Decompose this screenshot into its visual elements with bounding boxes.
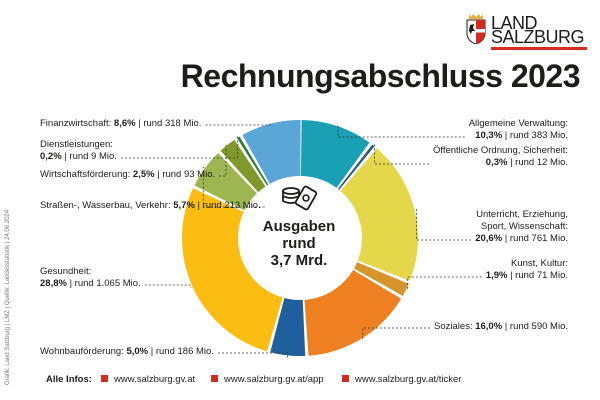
leader-line-10 bbox=[205, 121, 271, 126]
slice-name: Dienstleistungen: bbox=[40, 139, 113, 150]
center-line-2: rund bbox=[282, 235, 316, 252]
donut-slice-9 bbox=[237, 136, 269, 186]
slice-label-8: Wirtschaftsförderung: 2,5% | rund 93 Mio… bbox=[40, 169, 215, 181]
slice-amount: | rund 761 Mio. bbox=[502, 233, 568, 244]
slice-name: Allgemeine Verwaltung: bbox=[468, 118, 568, 129]
link-bullet-icon bbox=[101, 375, 108, 382]
footer-link-ticker-text: www.salzburg.gv.at/ticker bbox=[355, 374, 462, 385]
slice-name: Öffentliche Ordnung, Sicherheit: bbox=[432, 145, 568, 156]
slice-amount: | rund 12 Mio. bbox=[507, 157, 568, 168]
slice-percent: 5,7% bbox=[173, 200, 195, 211]
leader-line-7 bbox=[202, 167, 265, 208]
slice-percent: 20,6% bbox=[475, 233, 503, 244]
slice-name: Kunst, Kultur: bbox=[510, 258, 568, 269]
donut-slice-3 bbox=[354, 262, 409, 296]
slice-percent: 16,0% bbox=[475, 321, 503, 332]
salzburg-crest-icon bbox=[466, 14, 486, 44]
slice-label-4: Soziales: 16,0% | rund 590 Mio. bbox=[434, 321, 568, 333]
slice-name: Sport, Wissenschaft: bbox=[480, 221, 568, 232]
footer-title: Alle Infos: bbox=[46, 374, 92, 385]
slice-label-2: Unterricht, Erziehung, Sport, Wissenschaf… bbox=[475, 209, 568, 245]
slice-percent: 2,5% bbox=[132, 169, 155, 180]
slice-percent: 8,6% bbox=[113, 118, 136, 129]
leader-line-3 bbox=[407, 276, 482, 291]
slice-label-7: Straßen-, Wasserbau, Verkehr: 5,7% | run… bbox=[40, 200, 261, 212]
slice-name: Gesundheit: bbox=[40, 266, 92, 277]
donut-slice-4 bbox=[304, 269, 402, 356]
slice-name: Wohnbauförderung: bbox=[40, 346, 127, 357]
slice-amount: | rund 318 Mio. bbox=[135, 118, 202, 129]
leader-line-8 bbox=[219, 143, 227, 177]
donut-slice-6 bbox=[182, 188, 283, 352]
slice-label-3: Kunst, Kultur: 1,9% | rund 71 Mio. bbox=[486, 258, 568, 282]
land-salzburg-logo: LAND SALZBURG bbox=[466, 14, 596, 56]
source-credit: Grafik: Land Salzburg | LMZ | Quelle: La… bbox=[5, 209, 11, 385]
coins-and-banknote-icon bbox=[282, 185, 318, 211]
footer-link-ticker[interactable]: www.salzburg.gv.at/ticker bbox=[342, 374, 461, 385]
slice-name: Finanzwirtschaft: bbox=[40, 118, 114, 129]
donut-slice-10 bbox=[242, 120, 301, 184]
leader-line-6 bbox=[144, 284, 192, 288]
slice-amount: | rund 213 Mio. bbox=[194, 200, 261, 211]
slice-name: Unterricht, Erziehung, bbox=[476, 209, 568, 220]
donut-slice-7 bbox=[194, 153, 257, 211]
slice-name: Soziales: bbox=[434, 321, 476, 332]
slice-label-6: Gesundheit: 28,8% | rund 1.065 Mio. bbox=[40, 266, 141, 290]
logo-line-1: LAND bbox=[491, 13, 538, 33]
slice-label-9: Dienstleistungen: 0,2% | rund 9 Mio. bbox=[40, 139, 117, 163]
donut-slice-5 bbox=[270, 297, 306, 357]
leader-line-9 bbox=[120, 135, 238, 159]
footer-link-app-text: www.salzburg.gv.at/app bbox=[224, 374, 324, 385]
donut-slice-2 bbox=[340, 148, 418, 281]
slice-label-0: Allgemeine Verwaltung: 10,3% | rund 383 M… bbox=[469, 118, 568, 142]
slice-amount: | rund 9 Mio. bbox=[61, 151, 117, 162]
slice-amount: | rund 71 Mio. bbox=[507, 270, 568, 281]
slice-label-10: Finanzwirtschaft: 8,6% | rund 318 Mio. bbox=[40, 118, 201, 130]
donut-slice-8 bbox=[220, 139, 266, 193]
link-bullet-icon bbox=[342, 375, 349, 382]
slice-name: Wirtschaftsförderung: bbox=[40, 169, 133, 180]
logo-line-2: SALZBURG bbox=[491, 27, 585, 47]
leader-line-2 bbox=[416, 208, 472, 241]
slice-name: Straßen-, Wasserbau, Verkehr: bbox=[40, 200, 174, 211]
slice-amount: | rund 590 Mio. bbox=[502, 321, 568, 332]
slice-percent: 28,8% bbox=[40, 278, 67, 289]
center-line-3: 3,7 Mrd. bbox=[270, 252, 328, 269]
slice-amount: | rund 93 Mio. bbox=[154, 169, 216, 180]
slice-amount: | rund 1.065 Mio. bbox=[66, 278, 141, 289]
slice-label-5: Wohnbauförderung: 5,0% | rund 186 Mio. bbox=[40, 346, 214, 358]
slice-percent: 0,2% bbox=[40, 151, 62, 162]
footer-link-web-text: www.salzburg.gv.at bbox=[114, 374, 196, 385]
slice-amount: | rund 383 Mio. bbox=[502, 130, 568, 141]
center-line-1: Ausgaben bbox=[262, 218, 336, 235]
slice-label-1: Öffentliche Ordnung, Sicherheit: 0,3% | r… bbox=[433, 145, 568, 169]
slice-percent: 10,3% bbox=[475, 130, 503, 141]
link-bullet-icon bbox=[211, 375, 218, 382]
leader-line-5 bbox=[217, 352, 288, 358]
footer-link-app[interactable]: www.salzburg.gv.at/app bbox=[211, 374, 324, 385]
chart-title: Rechnungsabschluss 2023 bbox=[180, 58, 581, 94]
slice-percent: 1,9% bbox=[485, 270, 508, 281]
slice-percent: 0,3% bbox=[485, 157, 508, 168]
footer-link-web[interactable]: www.salzburg.gv.at bbox=[101, 374, 195, 385]
footer-links: Alle Infos: www.salzburg.gv.at www.salzb… bbox=[0, 374, 600, 388]
donut-center-text: Ausgaben rund 3,7 Mrd. bbox=[255, 185, 343, 269]
logo-underline bbox=[491, 47, 587, 50]
slice-amount: | rund 186 Mio. bbox=[148, 346, 214, 357]
slice-percent: 5,0% bbox=[126, 346, 149, 357]
donut-slice-1 bbox=[337, 144, 375, 190]
